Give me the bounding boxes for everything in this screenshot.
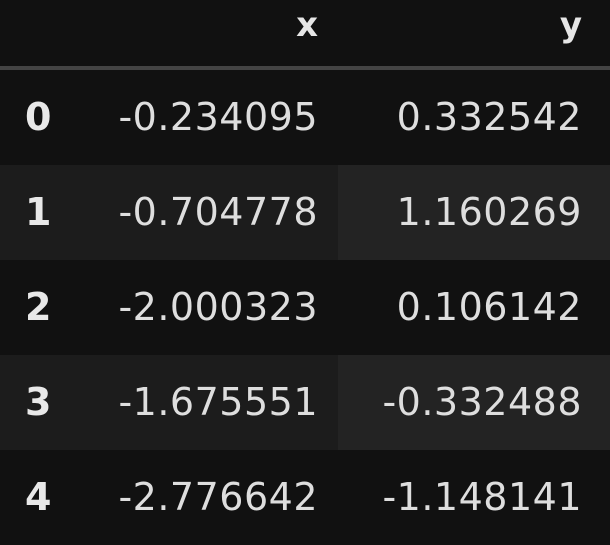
row-index: 0 — [25, 95, 52, 139]
row-index: 1 — [25, 190, 52, 234]
column-header-x: x — [296, 5, 318, 45]
row-index: 2 — [25, 285, 52, 329]
table-row: 4 -2.776642 -1.148141 — [0, 450, 610, 545]
cell-y: 0.106142 — [396, 285, 582, 329]
row-index: 3 — [25, 380, 52, 424]
cell-y: -0.332488 — [382, 380, 582, 424]
cell-x: -0.704778 — [118, 190, 318, 234]
table-row: 3 -1.675551 -0.332488 — [0, 355, 610, 450]
cell-x: -1.675551 — [118, 380, 318, 424]
cell-x: -2.000323 — [118, 285, 318, 329]
table-row: 0 -0.234095 0.332542 — [0, 70, 610, 165]
table-row: 2 -2.000323 0.106142 — [0, 260, 610, 355]
cell-x: -0.234095 — [118, 95, 318, 139]
column-header-y: y — [559, 5, 582, 45]
cell-x: -2.776642 — [118, 475, 318, 519]
cell-y: 0.332542 — [396, 95, 582, 139]
cell-y: 1.160269 — [396, 190, 582, 234]
cell-y: -1.148141 — [382, 475, 582, 519]
table-header: x y — [0, 0, 610, 70]
table-row: 1 -0.704778 1.160269 — [0, 165, 610, 260]
row-index: 4 — [25, 475, 52, 519]
